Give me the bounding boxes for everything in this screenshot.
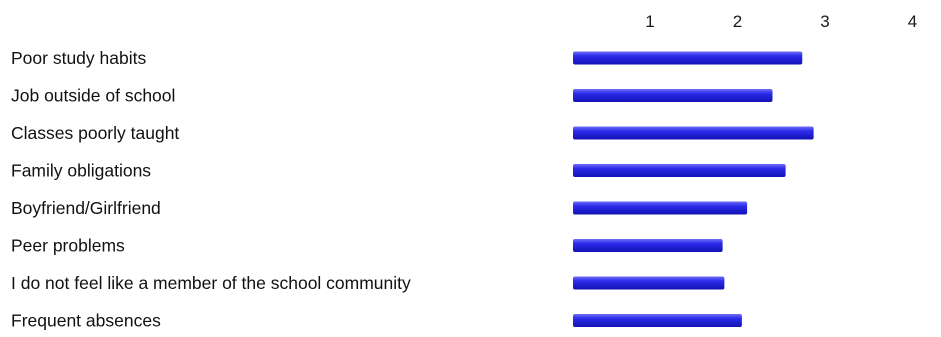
category-label: Poor study habits [11,48,146,68]
x-axis: 1 2 3 4 [645,12,917,31]
bar [573,239,723,252]
bar [573,164,786,177]
category-label: Frequent absences [11,311,161,331]
category-label: Family obligations [11,161,151,181]
category-label: I do not feel like a member of the schoo… [11,273,411,293]
category-label: Job outside of school [11,86,175,106]
category-labels: Poor study habits Job outside of school Cl… [11,48,411,331]
x-tick-label-1: 1 [645,12,654,31]
category-label: Classes poorly taught [11,123,179,143]
category-label: Peer problems [11,236,125,256]
x-tick-label-2: 2 [733,12,742,31]
x-tick-label-3: 3 [820,12,829,31]
bar [573,51,803,65]
bar [573,126,814,140]
bar [573,314,742,327]
bar [573,276,725,290]
bar [573,201,748,215]
category-label: Boyfriend/Girlfriend [11,198,161,218]
x-tick-label-4: 4 [908,12,917,31]
bar [573,89,773,102]
bars [573,51,814,327]
